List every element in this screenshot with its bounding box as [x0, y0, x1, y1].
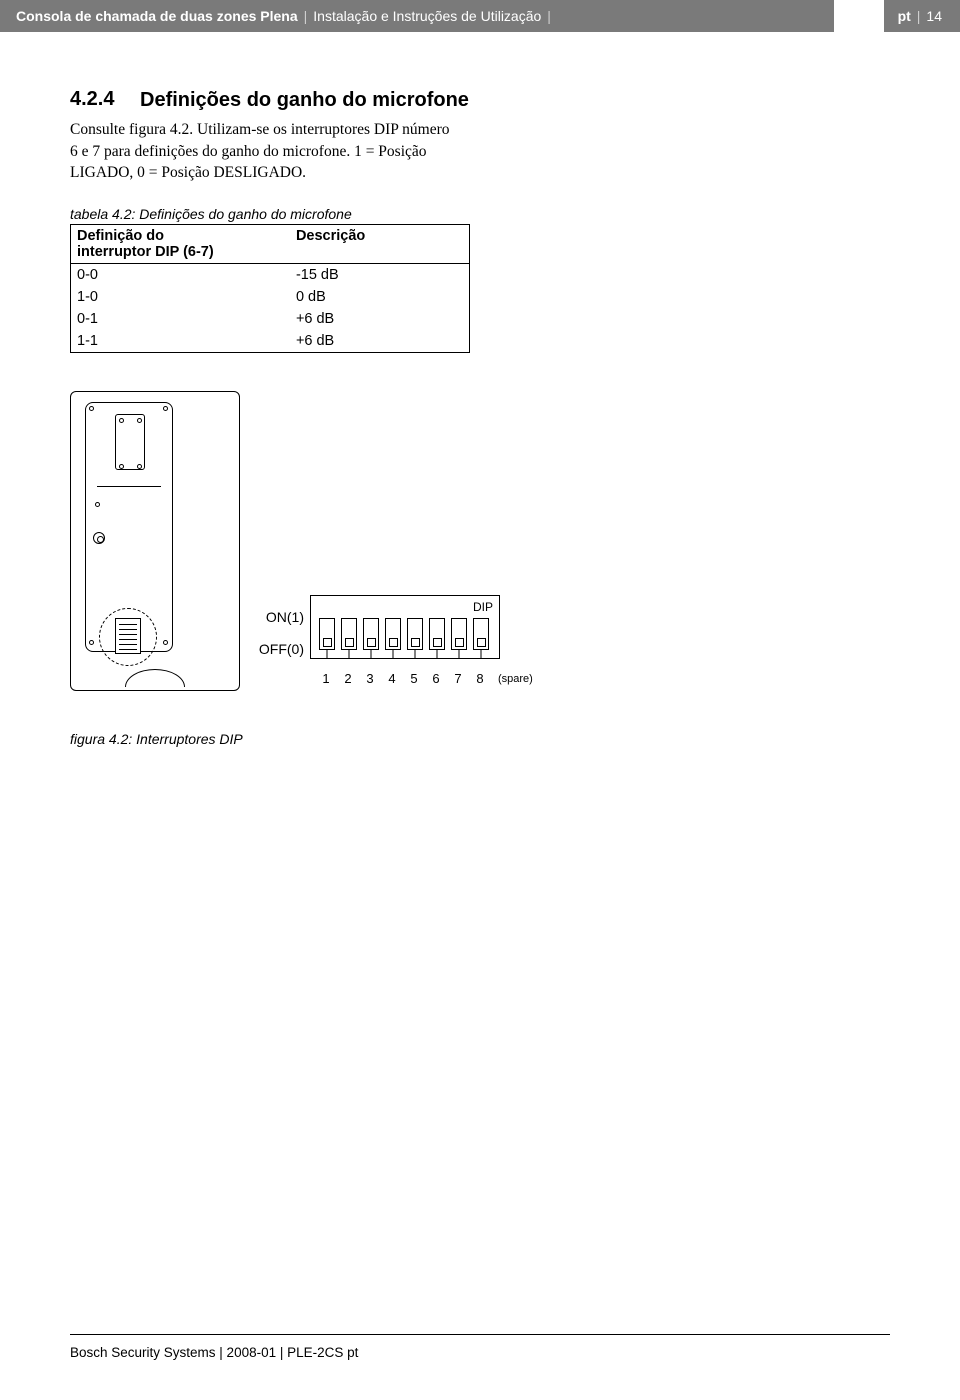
table-header-row: Definição do interruptor DIP (6-7) Descr… [71, 225, 470, 264]
page-content: 4.2.4 Definições do ganho do microfone C… [0, 32, 960, 747]
col1-header-line1: Definição do [77, 228, 164, 244]
header-page-block: pt | 14 [884, 0, 960, 32]
dip-off-label: OFF(0) [256, 641, 304, 657]
footer-text: Bosch Security Systems | 2008-01 | PLE-2… [70, 1345, 890, 1360]
figure-caption: figura 4.2: Interruptores DIP [70, 731, 890, 747]
table-cell: 0 dB [290, 286, 470, 308]
figure-area: ON(1) OFF(0) DIP 1 2 3 [70, 391, 570, 731]
dip-number: 8 [472, 671, 488, 686]
header-separator-3: | [917, 8, 921, 24]
table-cell: +6 dB [290, 330, 470, 353]
dip-number: 2 [340, 671, 356, 686]
header-subtitle: Instalação e Instruções de Utilização [313, 8, 541, 24]
dip-on-label: ON(1) [256, 609, 304, 625]
header-lang: pt [898, 8, 911, 24]
footer-divider [70, 1334, 890, 1335]
dip-frame: DIP [310, 595, 500, 659]
dip-switch [429, 618, 445, 650]
dip-mini-icon [115, 618, 141, 654]
dip-numbers: 1 2 3 4 5 6 7 8 [318, 671, 488, 686]
dip-switch [319, 618, 335, 650]
dip-number: 3 [362, 671, 378, 686]
device-foot [125, 669, 185, 687]
page-header: Consola de chamada de duas zones Plena |… [0, 0, 960, 32]
dip-number: 7 [450, 671, 466, 686]
dip-switch-detail: DIP 1 2 3 4 5 6 7 [310, 595, 500, 659]
table-col1-header: Definição do interruptor DIP (6-7) [71, 225, 290, 264]
section-title: Definições do ganho do microfone [140, 88, 469, 113]
device-outline [70, 391, 240, 691]
table-row: 1-0 0 dB [71, 286, 470, 308]
header-separator-2: | [547, 8, 551, 24]
dip-switch-row [319, 618, 489, 650]
header-right: pt | 14 [834, 0, 960, 32]
table-row: 0-1 +6 dB [71, 308, 470, 330]
device-divider [97, 486, 161, 487]
header-separator: | [304, 8, 308, 24]
table-caption: tabela 4.2: Definições do ganho do micro… [70, 206, 890, 222]
header-page-number: 14 [926, 8, 942, 24]
table-row: 0-0 -15 dB [71, 264, 470, 287]
dip-number: 5 [406, 671, 422, 686]
table-cell: +6 dB [290, 308, 470, 330]
dip-switch [363, 618, 379, 650]
dip-number: 4 [384, 671, 400, 686]
section-heading: 4.2.4 Definições do ganho do microfone [70, 88, 890, 113]
col1-header-line2: interruptor DIP (6-7) [77, 244, 214, 260]
header-left: Consola de chamada de duas zones Plena |… [0, 0, 557, 32]
dip-number: 1 [318, 671, 334, 686]
dip-switch [473, 618, 489, 650]
header-gap [834, 0, 884, 32]
table-cell: 0-0 [71, 264, 290, 287]
header-title: Consola de chamada de duas zones Plena [0, 8, 298, 24]
section-paragraph: Consulte figura 4.2. Utilizam-se os inte… [70, 119, 450, 184]
table-cell: -15 dB [290, 264, 470, 287]
table-cell: 0-1 [71, 308, 290, 330]
dip-switch [451, 618, 467, 650]
table-cell: 1-0 [71, 286, 290, 308]
table-cell: 1-1 [71, 330, 290, 353]
dip-label: DIP [473, 600, 493, 614]
dip-switch [341, 618, 357, 650]
section-number: 4.2.4 [70, 88, 140, 111]
table-col2-header: Descrição [290, 225, 470, 264]
table-row: 1-1 +6 dB [71, 330, 470, 353]
dip-switch [407, 618, 423, 650]
dip-spare-label: (spare) [498, 673, 533, 685]
double-circle-icon [93, 532, 105, 544]
dip-number: 6 [428, 671, 444, 686]
page-footer: Bosch Security Systems | 2008-01 | PLE-2… [0, 1334, 960, 1360]
dip-switch [385, 618, 401, 650]
gain-settings-table: Definição do interruptor DIP (6-7) Descr… [70, 224, 470, 353]
